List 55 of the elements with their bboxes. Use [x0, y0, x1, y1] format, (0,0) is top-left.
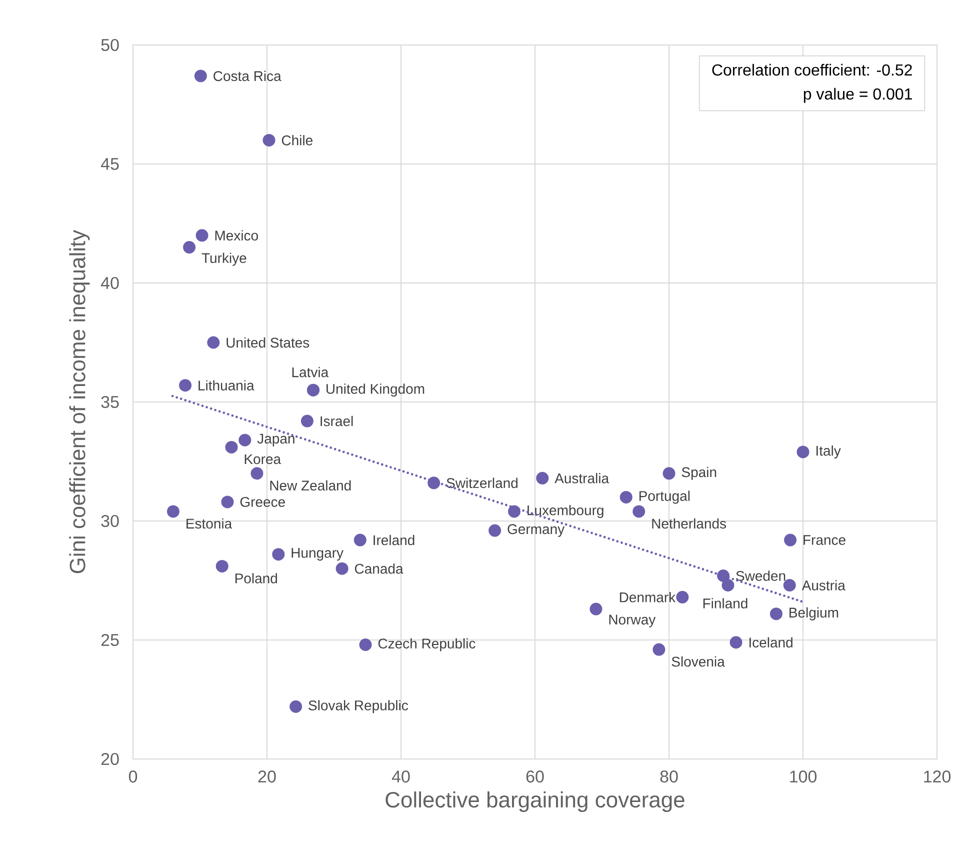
annotation: Correlation coefficient: -0.52 — [712, 64, 912, 76]
data-label: Turkiye — [202, 252, 246, 266]
data-label: United Kingdom — [326, 384, 424, 397]
data-label: Iceland — [749, 637, 792, 648]
y-axis-title: Gini coefficient of income inequality — [69, 230, 90, 574]
data-label: Lithuania — [198, 380, 254, 390]
data-label: United States — [226, 337, 310, 348]
y-tick-label: 25 — [101, 634, 119, 646]
x-axis-title: Collective bargaining coverage — [386, 791, 684, 812]
y-tick-label: 35 — [101, 396, 119, 408]
x-tick-label: 0 — [128, 770, 138, 783]
data-label: Sweden — [736, 570, 786, 581]
data-label: Mexico — [215, 230, 258, 241]
y-tick-label: 50 — [101, 38, 119, 52]
data-label: Denmark — [620, 592, 676, 602]
annotation: p value = 0.001 — [804, 88, 912, 103]
data-label: Hungary — [292, 548, 344, 561]
y-tick-label: 20 — [101, 752, 119, 766]
data-label: Korea — [244, 454, 282, 464]
x-tick-label: 100 — [790, 770, 817, 783]
x-tick-label: 120 — [924, 770, 951, 783]
data-label: Spain — [682, 466, 716, 480]
y-tick-label: 40 — [100, 276, 119, 290]
data-label: Canada — [354, 563, 404, 574]
x-tick-label: 20 — [258, 770, 276, 783]
data-label: Switzerland — [446, 478, 518, 488]
data-label: Costa Rica — [214, 70, 282, 82]
data-label: Portugal — [639, 490, 690, 504]
data-label: Austria — [802, 580, 846, 590]
data-label: Germany — [508, 524, 565, 537]
data-label: Belgium — [790, 607, 838, 620]
data-label: Slovenia — [672, 656, 725, 667]
data-label: Italy — [816, 445, 841, 458]
data-label: Poland — [235, 573, 277, 584]
y-tick-label: 30 — [101, 514, 119, 528]
data-label: Greece — [240, 496, 285, 507]
x-tick-label: 80 — [660, 770, 678, 783]
data-label: Slovak Republic — [308, 700, 408, 714]
y-tick-label: 45 — [100, 158, 119, 170]
data-label: Estonia — [186, 518, 232, 529]
data-label: France — [804, 535, 846, 545]
data-label: Luxembourg — [528, 504, 604, 518]
data-label: New Zealand — [270, 480, 351, 491]
data-label: Australia — [554, 473, 610, 484]
data-label: Israel — [320, 416, 353, 426]
data-label: Japan — [257, 434, 294, 446]
data-label: Latvia — [292, 366, 329, 378]
x-tick-label: 40 — [392, 770, 410, 783]
data-label: Norway — [609, 614, 656, 628]
data-label: Ireland — [374, 534, 414, 546]
data-label: Netherlands — [652, 518, 726, 529]
data-label: Finland — [703, 598, 748, 608]
data-label: Chile — [282, 135, 312, 146]
x-tick-label: 60 — [526, 770, 544, 783]
data-label: Czech Republic — [378, 638, 476, 652]
